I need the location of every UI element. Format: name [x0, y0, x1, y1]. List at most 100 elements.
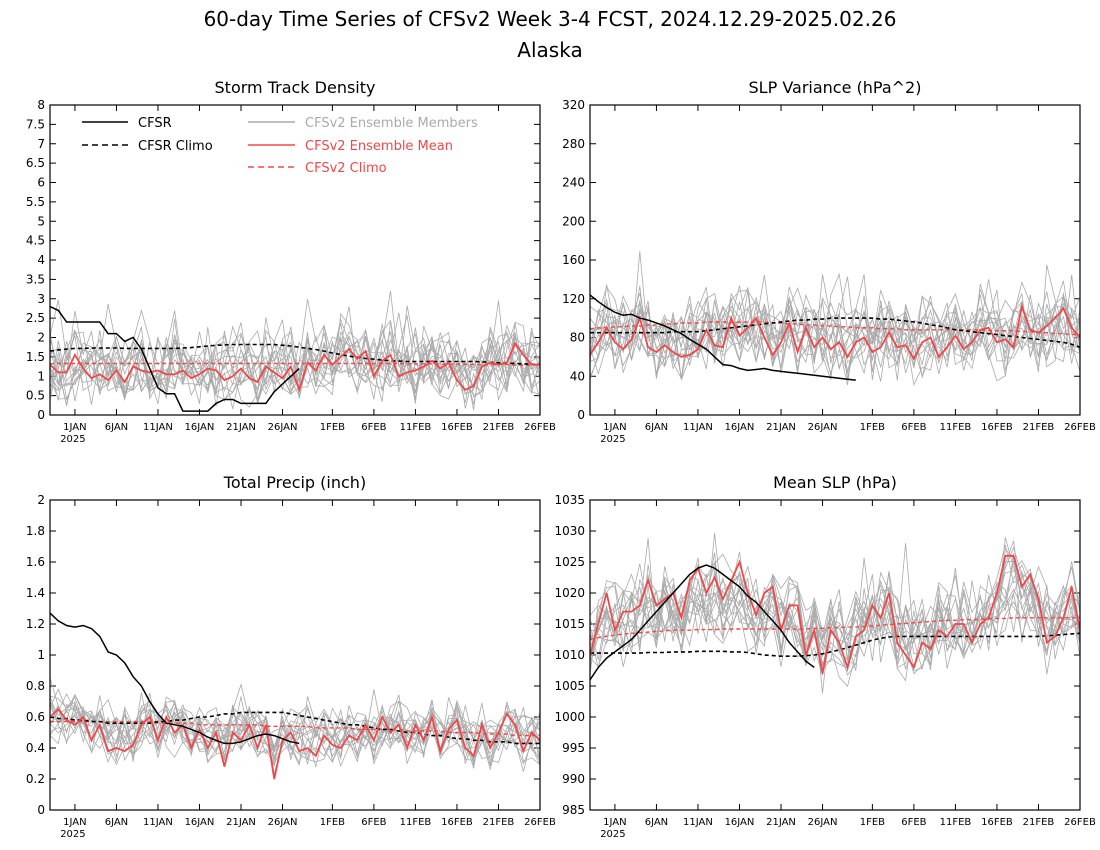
cfsr-climo-line — [590, 317, 1080, 348]
y-tick-label: 0 — [577, 408, 585, 422]
panel-title: SLP Variance (hPa^2) — [749, 78, 922, 97]
y-tick-label: 1.6 — [26, 555, 45, 569]
y-tick-label: 4.5 — [26, 234, 45, 248]
x-tick-label: 6JAN — [645, 422, 668, 433]
x-tick-label: 16JAN — [185, 422, 215, 433]
x-tick-label: 1JAN — [63, 422, 86, 433]
panel-title: Total Precip (inch) — [223, 473, 366, 492]
y-tick-label: 1005 — [554, 679, 585, 693]
ensemble-member-line — [590, 567, 1080, 670]
y-tick-label: 0 — [37, 803, 45, 817]
x-tick-label: 21FEB — [483, 422, 515, 433]
y-tick-label: 7.5 — [26, 117, 45, 131]
y-tick-label: 5.5 — [26, 195, 45, 209]
ensemble-member-line — [50, 696, 540, 763]
x-tick-label: 16JAN — [185, 817, 215, 828]
x-tick-sublabel: 2025 — [60, 434, 85, 445]
ensemble-mean-line — [590, 303, 1080, 361]
ensemble-member-line — [50, 312, 540, 405]
x-tick-label: 1FEB — [320, 817, 345, 828]
panel-3: Mean SLP (hPa) 985 990 995 1000 1005 1010 1015 1… — [554, 473, 1096, 840]
y-tick-label: 240 — [562, 176, 585, 190]
cfsr-line — [50, 305, 300, 412]
y-tick-label: 0 — [37, 408, 45, 422]
y-tick-label: 995 — [562, 741, 585, 755]
y-tick-label: 990 — [562, 772, 585, 786]
x-tick-label: 11FEB — [400, 817, 432, 828]
legend-label: CFSv2 Climo — [305, 161, 387, 176]
x-tick-label: 11JAN — [683, 422, 713, 433]
y-tick-label: 985 — [562, 803, 585, 817]
y-tick-label: 280 — [562, 137, 585, 151]
y-tick-label: 120 — [562, 292, 585, 306]
legend: CFSR CFSR Climo CFSv2 Ensemble Members CFSv… — [82, 116, 478, 176]
ensemble-member-line — [590, 559, 1080, 670]
cfsr-climo-line — [50, 711, 540, 745]
y-tick-label: 6.5 — [26, 156, 45, 170]
y-tick-label: 40 — [570, 369, 585, 383]
x-tick-label: 6FEB — [901, 817, 926, 828]
y-tick-label: 1030 — [554, 524, 585, 538]
y-tick-label: 0.4 — [26, 741, 45, 755]
y-tick-label: 1.4 — [26, 586, 45, 600]
x-tick-label: 1FEB — [860, 817, 885, 828]
y-tick-label: 2 — [37, 493, 45, 507]
y-tick-label: 0.5 — [26, 389, 45, 403]
ensemble-member-line — [590, 274, 1080, 381]
x-tick-label: 21FEB — [1023, 817, 1055, 828]
panel-0: Storm Track Density 0 0.5 1 1.5 2 2.5 3 3.5 4 4.5 5… — [26, 78, 556, 445]
x-tick-label: 16FEB — [441, 817, 473, 828]
cfsv2-climo-line — [50, 720, 540, 737]
y-tick-label: 8 — [37, 98, 45, 112]
x-tick-label: 26JAN — [808, 817, 838, 828]
chart-title: 60-day Time Series of CFSv2 Week 3-4 FCS… — [204, 7, 897, 31]
plot-frame — [589, 104, 1081, 416]
ensemble-member-line — [50, 310, 540, 394]
ensemble-member-line — [590, 295, 1080, 372]
plot-area — [50, 290, 540, 412]
x-tick-label: 11FEB — [940, 817, 972, 828]
y-tick-label: 1.8 — [26, 524, 45, 538]
panels-group: Storm Track Density 0 0.5 1 1.5 2 2.5 3 3.5 4 4.5 5… — [26, 78, 1096, 840]
plot-area — [590, 251, 1080, 387]
cfsr-climo-line — [50, 343, 540, 366]
y-tick-label: 200 — [562, 214, 585, 228]
x-tick-label: 26FEB — [524, 817, 556, 828]
panel-2: Total Precip (inch) 0 0.2 0.4 0.6 0.8 1 1.2 1.4 1… — [26, 473, 556, 840]
x-tick-sublabel: 2025 — [60, 829, 85, 840]
x-tick-label: 21JAN — [226, 817, 256, 828]
y-tick-label: 1035 — [554, 493, 585, 507]
cfsr-line — [590, 564, 815, 681]
x-tick-label: 1FEB — [320, 422, 345, 433]
ensemble-member-line — [590, 544, 1080, 675]
plot-frame — [589, 499, 1081, 811]
x-tick-label: 6JAN — [105, 422, 128, 433]
ensemble-member-line — [590, 303, 1080, 380]
x-tick-label: 1JAN — [603, 817, 626, 828]
legend-label: CFSv2 Ensemble Mean — [305, 139, 453, 154]
y-tick-label: 1000 — [554, 710, 585, 724]
y-tick-label: 1.5 — [26, 350, 45, 364]
x-tick-label: 16FEB — [981, 817, 1013, 828]
x-tick-label: 11FEB — [940, 422, 972, 433]
y-tick-label: 160 — [562, 253, 585, 267]
plot-frame — [49, 499, 541, 811]
y-tick-label: 5 — [37, 214, 45, 228]
cfsr-climo-line — [590, 632, 1080, 658]
panel-title: Storm Track Density — [215, 78, 376, 97]
x-tick-label: 11JAN — [143, 422, 173, 433]
x-tick-label: 1FEB — [860, 422, 885, 433]
y-tick-label: 7 — [37, 137, 45, 151]
y-tick-label: 6 — [37, 176, 45, 190]
ensemble-member-line — [50, 312, 540, 396]
x-tick-label: 21FEB — [483, 817, 515, 828]
x-tick-label: 6FEB — [361, 817, 386, 828]
panel-1: SLP Variance (hPa^2) 0 40 80 120 160 200 240 280… — [562, 78, 1096, 445]
y-tick-label: 0.2 — [26, 772, 45, 786]
plot-area — [50, 612, 540, 780]
y-tick-label: 1015 — [554, 617, 585, 631]
x-tick-label: 6FEB — [901, 422, 926, 433]
x-tick-label: 26JAN — [268, 817, 298, 828]
cfsv2-climo-line — [590, 321, 1080, 336]
